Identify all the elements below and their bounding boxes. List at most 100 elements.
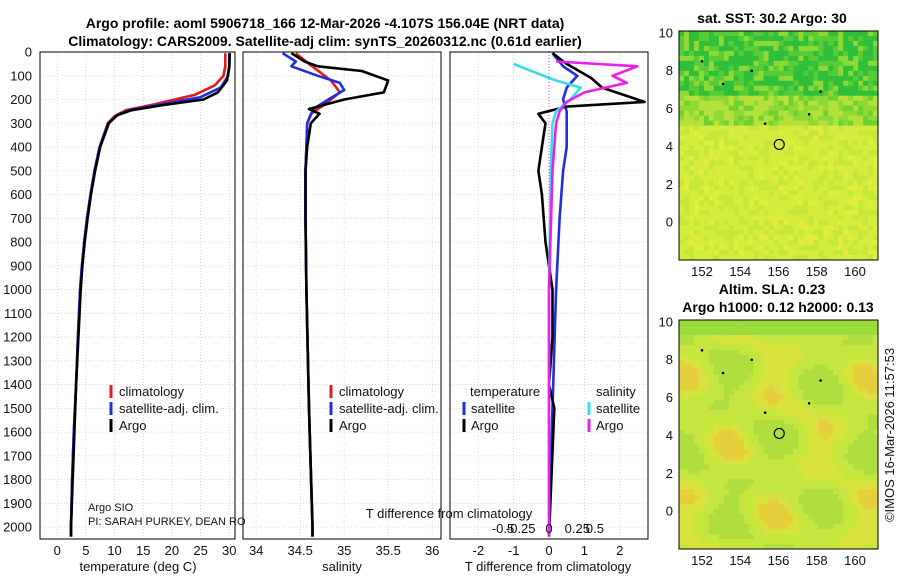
heatmap-cell [728, 210, 735, 216]
heatmap-cell [763, 489, 769, 495]
heatmap-cell [778, 374, 784, 381]
heatmap-cell [683, 95, 690, 102]
heatmap-cell [753, 95, 760, 102]
heatmap-cell [748, 359, 755, 366]
heatmap-cell [818, 135, 824, 141]
heatmap-cell [698, 344, 705, 351]
legend-temperature-header: temperature [470, 384, 540, 399]
heatmap-cell [853, 60, 859, 67]
heatmap-cell [873, 180, 879, 186]
heatmap-cell [728, 225, 735, 231]
heatmap-cell [703, 205, 710, 211]
heatmap-cell [763, 324, 769, 331]
heatmap-cell [843, 349, 849, 356]
heatmap-cell [793, 529, 799, 535]
heatmap-cell [733, 135, 740, 141]
heatmap-cell [698, 514, 705, 520]
heatmap-cell [773, 539, 779, 545]
heatmap-cell [873, 464, 879, 470]
heatmap-cell [778, 255, 784, 261]
heatmap-cell [773, 85, 779, 92]
heatmap-cell [798, 364, 804, 371]
heatmap-cell [758, 145, 764, 151]
heatmap-cell [783, 409, 789, 415]
heatmap-cell [753, 529, 760, 535]
heatmap-cell [823, 379, 829, 386]
heatmap-cell [703, 504, 710, 510]
heatmap-cell [853, 449, 859, 455]
heatmap-cell [758, 529, 764, 535]
heatmap-cell [838, 235, 844, 241]
heatmap-cell [679, 464, 685, 470]
heatmap-cell [848, 384, 854, 391]
heatmap-cell [788, 130, 794, 136]
heatmap-cell [703, 509, 710, 515]
heatmap-cell [868, 160, 874, 166]
heatmap-cell [763, 205, 769, 211]
heatmap-cell [708, 364, 715, 371]
heatmap-cell [688, 195, 695, 201]
heatmap-cell [823, 489, 829, 495]
heatmap-cell [698, 170, 705, 176]
heatmap-cell [823, 519, 829, 525]
heatmap-cell [713, 469, 720, 475]
heatmap-cell [683, 454, 690, 460]
heatmap-cell [783, 65, 789, 72]
heatmap-cell [798, 429, 804, 435]
heatmap-cell [828, 369, 834, 376]
heatmap-cell [868, 95, 874, 102]
heatmap-cell [713, 190, 720, 196]
heatmap-cell [753, 255, 760, 261]
heatmap-cell [778, 145, 784, 151]
heatmap-cell [833, 469, 839, 475]
heatmap-cell [838, 175, 844, 181]
heatmap-cell [733, 364, 740, 371]
heatmap-cell [808, 205, 814, 211]
heatmap-cell [833, 225, 839, 231]
heatmap-cell [853, 90, 859, 97]
heatmap-cell [808, 55, 814, 62]
heatmap-cell [838, 519, 844, 525]
heatmap-cell [728, 165, 735, 171]
heatmap-cell [693, 210, 700, 216]
heatmap-cell [718, 449, 725, 455]
heatmap-cell [688, 245, 695, 251]
heatmap-cell [703, 31, 710, 37]
heatmap-cell [688, 349, 695, 356]
heatmap-cell [838, 454, 844, 460]
heatmap-cell [853, 110, 859, 117]
heatmap-cell [763, 439, 769, 445]
heatmap-cell [853, 479, 859, 485]
heatmap-cell [853, 384, 859, 391]
heatmap-cell [748, 155, 755, 161]
heatmap-cell [683, 419, 690, 425]
legend-satellite: satellite-adj. clim. [119, 401, 219, 416]
heatmap-cell [679, 170, 685, 176]
heatmap-cell [768, 180, 774, 186]
heatmap-cell [708, 175, 715, 181]
heatmap-cell [728, 384, 735, 391]
heatmap-cell [833, 389, 839, 396]
argo-position-marker [773, 427, 785, 440]
heatmap-cell [828, 50, 834, 57]
heatmap-cell [843, 225, 849, 231]
heatmap-cell [863, 31, 869, 37]
heatmap-cell [853, 50, 859, 57]
heatmap-cell [763, 255, 769, 261]
heatmap-cell [763, 429, 769, 435]
heatmap-cell [793, 339, 799, 346]
heatmap-cell [863, 110, 869, 117]
heatmap-cell [803, 444, 809, 450]
heatmap-cell [868, 379, 874, 386]
heatmap-cell [868, 195, 874, 201]
heatmap-cell [748, 95, 755, 102]
heatmap-cell [743, 140, 750, 146]
heatmap-cell [873, 80, 879, 87]
heatmap-cell [858, 419, 864, 425]
heatmap-cell [679, 125, 685, 131]
heatmap-cell [833, 474, 839, 480]
heatmap-cell [783, 379, 789, 386]
heatmap-cell [733, 454, 740, 460]
heatmap-cell [743, 469, 750, 475]
heatmap-cell [728, 80, 735, 87]
